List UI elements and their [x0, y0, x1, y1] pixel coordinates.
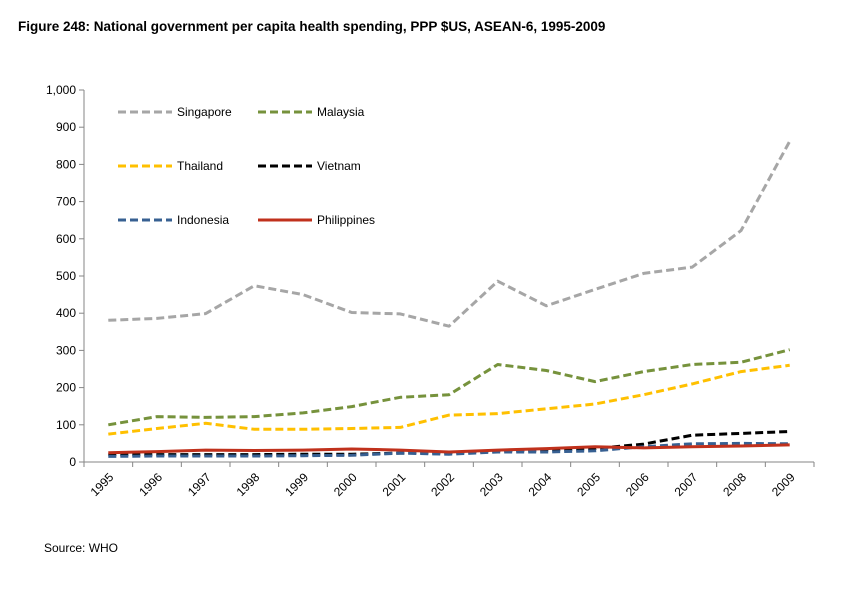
y-tick-label: 100: [56, 418, 76, 432]
legend-label-vietnam: Vietnam: [317, 159, 361, 173]
x-tick-label: 2001: [380, 470, 409, 499]
y-tick-label: 0: [69, 455, 76, 469]
series-line-thailand: [108, 363, 790, 436]
series-line-malaysia: [108, 348, 791, 427]
x-tick-label: 1999: [282, 470, 311, 499]
x-tick-label: 1997: [185, 470, 214, 499]
x-tick-label: 1995: [88, 470, 117, 499]
series-line-indonesia: [108, 441, 790, 458]
legend-label-singapore: Singapore: [177, 105, 232, 119]
y-tick-label: 300: [56, 343, 76, 357]
source-note: Source: WHO: [44, 541, 119, 555]
y-tick-label: 900: [56, 120, 76, 134]
x-tick-label: 2006: [623, 470, 652, 499]
axes: 0 100 200 300 400 500 600 700 800 900 1,000 1995 199…: [46, 83, 815, 499]
y-tick-label: 700: [56, 195, 76, 209]
legend-label-thailand: Thailand: [177, 159, 223, 173]
x-tick-label: 2004: [526, 470, 555, 499]
legend: Singapore Malaysia Thailand Vietnam Indonesi…: [118, 105, 375, 227]
x-tick-label: 1998: [234, 470, 263, 499]
series-line-singapore: [108, 140, 792, 328]
y-tick-label: 500: [56, 269, 76, 283]
y-tick-label: 600: [56, 232, 76, 246]
x-tick-label: 2008: [720, 470, 749, 499]
y-tick-label: 400: [56, 306, 76, 320]
x-tick-label: 2005: [574, 470, 603, 499]
legend-label-indonesia: Indonesia: [177, 213, 229, 227]
y-tick-label: 200: [56, 381, 76, 395]
series-lines: [108, 140, 792, 458]
x-tick-label: 2007: [672, 470, 701, 499]
x-tick-label: 2009: [769, 470, 798, 499]
chart-title: Figure 248: National government per capi…: [18, 19, 606, 34]
series-line-philippines: [108, 443, 790, 455]
x-tick-label: 2003: [477, 470, 506, 499]
y-tick-label: 800: [56, 157, 76, 171]
legend-label-malaysia: Malaysia: [317, 105, 365, 119]
x-tick-label: 1996: [136, 470, 165, 499]
legend-label-philippines: Philippines: [317, 213, 375, 227]
x-tick-label: 2000: [331, 470, 360, 499]
y-tick-label: 1,000: [46, 83, 76, 97]
x-tick-label: 2002: [428, 470, 457, 499]
